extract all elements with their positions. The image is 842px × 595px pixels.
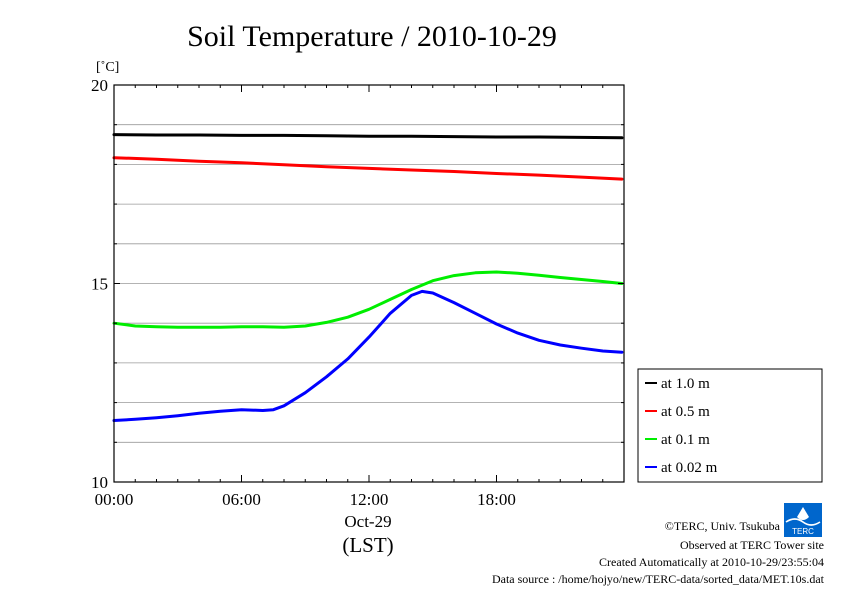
series-line-4	[112, 289, 624, 422]
water-drop-icon	[797, 507, 809, 520]
legend-label: at 0.5 m	[661, 404, 710, 420]
chart-title: Soil Temperature / 2010-10-29	[187, 20, 557, 53]
legend-label: at 1.0 m	[661, 376, 710, 392]
x-axis-date-label: Oct-29	[344, 512, 391, 531]
terc-logo-text: TERC	[792, 527, 814, 536]
grid-lines	[114, 124, 624, 443]
created-text: Created Automatically at 2010-10-29/23:5…	[599, 555, 824, 569]
x-tick-label: 00:00	[95, 490, 134, 509]
data-source-text: Data source : /home/hojyo/new/TERC-data/…	[492, 572, 825, 586]
x-tick-label: 06:00	[222, 490, 261, 509]
observed-text: Observed at TERC Tower site	[680, 538, 824, 552]
x-tick-label: 12:00	[350, 490, 389, 509]
y-axis-unit-label: [˚C]	[96, 60, 119, 75]
x-tick-label: 18:00	[477, 490, 516, 509]
copyright-text: ©TERC, Univ. Tsukuba	[665, 519, 781, 533]
series-lines	[112, 133, 624, 422]
y-tick-label: 15	[91, 275, 108, 294]
terc-logo: TERC	[784, 503, 822, 537]
legend-label: at 0.1 m	[661, 432, 710, 448]
y-tick-label: 10	[91, 473, 108, 492]
legend-box	[637, 368, 823, 483]
legend: at 1.0 m at 0.5 m at 0.1 m at 0.02 m	[645, 376, 718, 476]
x-axis-unit-label: (LST)	[342, 533, 393, 557]
wave-icon	[785, 518, 821, 526]
series-line-1	[112, 133, 624, 140]
series-line-3	[112, 270, 624, 329]
y-tick-label: 20	[91, 76, 108, 95]
legend-label: at 0.02 m	[661, 460, 718, 476]
series-line-2	[112, 156, 624, 181]
